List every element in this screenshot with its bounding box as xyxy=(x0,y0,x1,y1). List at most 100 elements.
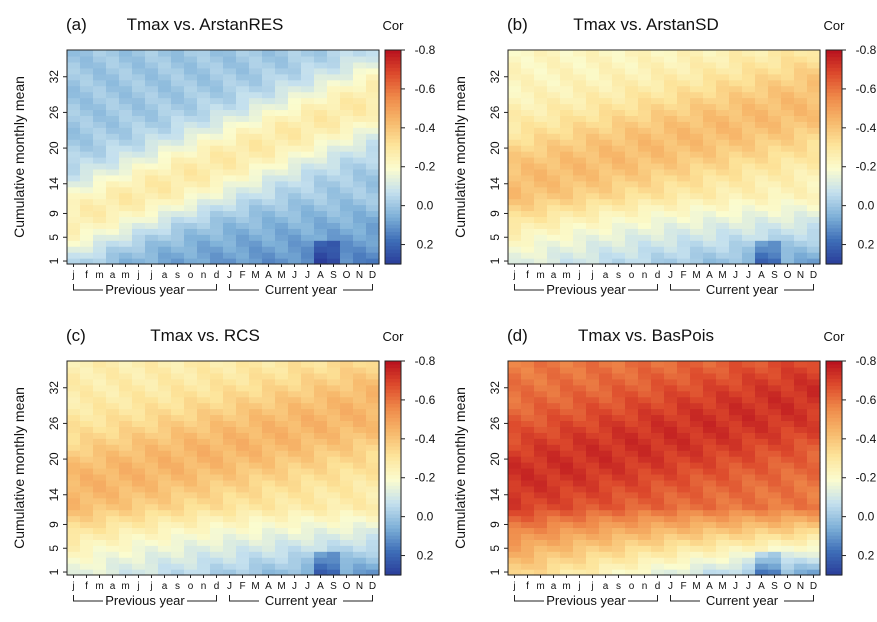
heatmap-cell xyxy=(534,210,548,218)
heatmap-cell xyxy=(106,497,120,505)
heatmap-cell xyxy=(807,515,821,523)
heatmap-cell xyxy=(560,361,574,368)
heatmap-cell xyxy=(690,372,704,380)
heatmap-cell xyxy=(768,127,782,134)
heatmap-cell xyxy=(651,557,665,564)
heatmap-cell xyxy=(301,426,315,433)
colorbar-segment xyxy=(385,171,401,176)
x-tick-label: J xyxy=(746,270,751,281)
heatmap-cell xyxy=(223,456,237,463)
heatmap-cell xyxy=(573,210,587,218)
heatmap-cell xyxy=(366,67,380,75)
heatmap-cell xyxy=(560,485,574,493)
heatmap-cell xyxy=(677,91,691,99)
heatmap-cell xyxy=(716,503,730,511)
y-tick-label: 9 xyxy=(47,521,61,528)
heatmap-cell xyxy=(677,366,691,374)
heatmap-cell xyxy=(742,73,756,81)
colorbar-segment xyxy=(385,139,401,144)
heatmap-cell xyxy=(301,246,315,253)
heatmap-cell xyxy=(67,103,81,111)
heatmap-cell xyxy=(301,168,315,176)
heatmap-cell xyxy=(547,366,561,374)
heatmap-cell xyxy=(223,396,237,404)
heatmap-cell xyxy=(807,157,821,164)
heatmap-cell xyxy=(560,55,574,63)
heatmap-cell xyxy=(807,198,821,206)
heatmap-cell xyxy=(508,521,522,529)
heatmap-cell xyxy=(301,133,315,140)
heatmap-cell xyxy=(586,55,600,63)
heatmap-cell xyxy=(508,408,522,416)
heatmap-cell xyxy=(547,473,561,481)
heatmap-cell xyxy=(145,563,159,570)
heatmap-cell xyxy=(366,127,380,134)
heatmap-cell xyxy=(184,192,198,200)
heatmap-cell xyxy=(690,551,704,558)
heatmap-cell xyxy=(327,210,341,218)
x-tick-label: O xyxy=(343,270,351,281)
heatmap-cell xyxy=(807,372,821,380)
heatmap-cell xyxy=(521,162,535,170)
colorbar-tick-label: -0.4 xyxy=(856,432,877,446)
heatmap-cell xyxy=(560,497,574,505)
heatmap-cell xyxy=(664,198,678,206)
heatmap-cell xyxy=(288,240,302,247)
heatmap-cell xyxy=(366,234,380,241)
heatmap-cell xyxy=(638,109,652,116)
heatmap-cell xyxy=(106,456,120,463)
heatmap-cell xyxy=(223,497,237,505)
heatmap-cell xyxy=(184,497,198,505)
heatmap-cell xyxy=(262,438,276,445)
colorbar-segment xyxy=(826,421,842,426)
heatmap-cell xyxy=(703,234,717,241)
heatmap-cell xyxy=(249,515,263,523)
heatmap-cell xyxy=(703,162,717,170)
heatmap-cell xyxy=(508,145,522,152)
heatmap-cell xyxy=(184,103,198,111)
heatmap-cell xyxy=(625,563,639,570)
heatmap-cell xyxy=(366,97,380,105)
heatmap-cell xyxy=(742,551,756,558)
heatmap-cell xyxy=(93,402,107,410)
heatmap-cell xyxy=(612,67,626,75)
heatmap-cell xyxy=(625,127,639,134)
heatmap-cell xyxy=(93,468,107,475)
heatmap-cell xyxy=(625,252,639,259)
heatmap-cell xyxy=(288,378,302,386)
heatmap-cell xyxy=(690,133,704,140)
group-label: Previous year xyxy=(105,282,185,297)
heatmap-cell xyxy=(586,97,600,105)
heatmap-cell xyxy=(573,139,587,146)
heatmap-cell xyxy=(67,109,81,116)
colorbar-tick-label: -0.6 xyxy=(856,82,877,96)
heatmap-cell xyxy=(781,180,795,188)
heatmap-cell xyxy=(236,127,250,134)
heatmap-cell xyxy=(807,361,821,368)
colorbar-segment xyxy=(385,160,401,165)
heatmap-cell xyxy=(145,503,159,511)
heatmap-cell xyxy=(223,569,237,576)
heatmap-cell xyxy=(340,139,354,146)
heatmap-cell xyxy=(80,426,94,433)
heatmap-cell xyxy=(651,408,665,416)
heatmap-cell xyxy=(534,503,548,511)
heatmap-cell xyxy=(93,414,107,422)
x-tick-label: a xyxy=(162,581,168,592)
heatmap-cell xyxy=(210,50,224,57)
heatmap-cell xyxy=(599,515,613,523)
y-tick-label: 32 xyxy=(488,381,502,395)
heatmap-cell xyxy=(353,145,367,152)
heatmap-cell xyxy=(729,509,743,517)
heatmap-cell xyxy=(690,432,704,439)
heatmap-cell xyxy=(547,103,561,111)
colorbar-segment xyxy=(826,210,842,215)
heatmap-cell xyxy=(677,384,691,392)
heatmap-cell xyxy=(794,432,808,439)
heatmap-cell xyxy=(353,151,367,158)
heatmap-cell xyxy=(716,115,730,122)
heatmap-cell xyxy=(781,473,795,481)
heatmap-cell xyxy=(703,468,717,475)
heatmap-cell xyxy=(301,515,315,523)
heatmap-cell xyxy=(651,527,665,534)
